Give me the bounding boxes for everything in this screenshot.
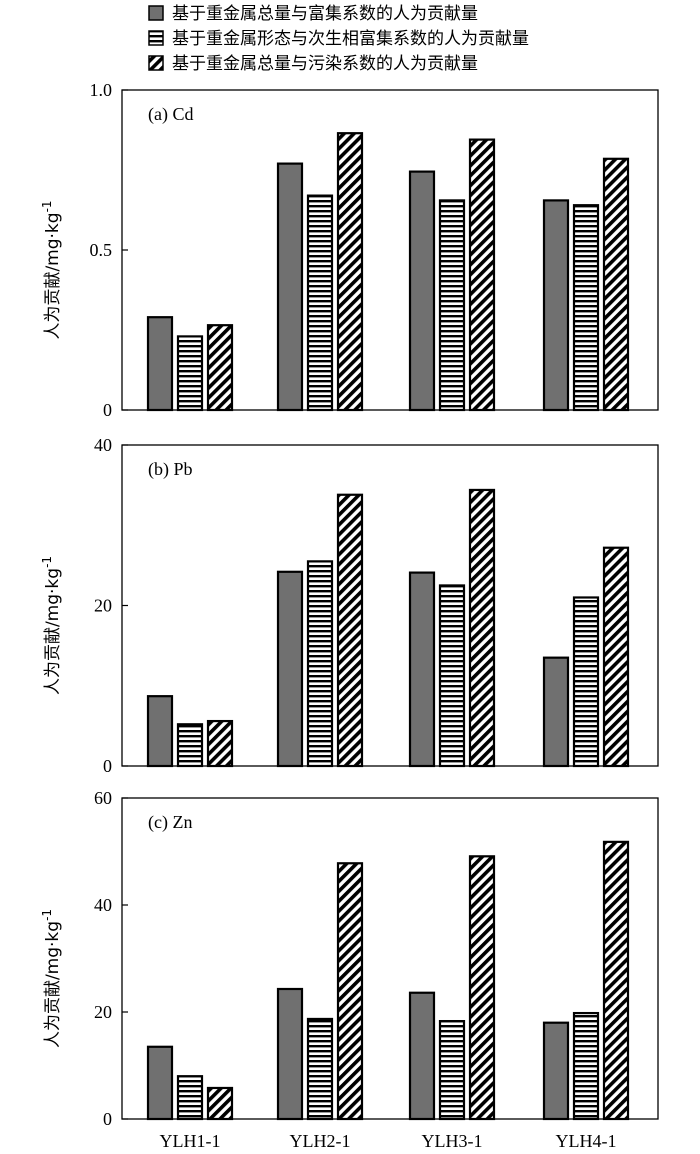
x-axis-labels: YLH1-1 YLH2-1 YLH3-1 YLH4-1 xyxy=(160,1131,617,1151)
bar-YLH3-1-series-1 xyxy=(408,170,436,412)
bar-YLH1-1-series-2 xyxy=(176,335,204,412)
bar-YLH1-1-series-1 xyxy=(146,1045,174,1121)
y-tick-label: 20 xyxy=(94,596,112,616)
x-tick-label-YLH1-1: YLH1-1 xyxy=(160,1131,221,1151)
y-tick-label: 0 xyxy=(103,1109,112,1129)
bar-YLH2-1-series-2 xyxy=(306,194,334,412)
x-tick-label-YLH2-1: YLH2-1 xyxy=(290,1131,351,1151)
bar-YLH4-1-series-1 xyxy=(542,656,570,768)
bar-YLH1-1-series-3 xyxy=(206,324,234,412)
bar-YLH2-1-series-2 xyxy=(306,560,334,768)
bar-YLH3-1-series-2 xyxy=(438,1019,466,1121)
x-tick-label-YLH4-1: YLH4-1 xyxy=(556,1131,617,1151)
y-tick-label: 0 xyxy=(103,400,112,420)
legend-label-1: 基于重金属总量与富集系数的人为贡献量 xyxy=(172,4,478,24)
legend: 基于重金属总量与富集系数的人为贡献量基于重金属形态与次生相富集系数的人为贡献量基… xyxy=(148,4,529,74)
bar-YLH2-1-series-1 xyxy=(276,162,304,412)
bar-YLH4-1-series-1 xyxy=(542,1021,570,1121)
y-axis-label: 人为贡献/mg·kg-1 xyxy=(40,200,63,339)
bar-YLH3-1-series-3 xyxy=(468,488,496,768)
bar-YLH4-1-series-2 xyxy=(572,204,600,412)
legend-swatch-1 xyxy=(148,5,164,21)
legend-swatch-3 xyxy=(148,55,164,71)
bar-YLH2-1-series-3 xyxy=(336,132,364,412)
y-tick-label: 60 xyxy=(94,788,112,808)
bar-YLH4-1-series-2 xyxy=(572,1011,600,1121)
bar-YLH1-1-series-2 xyxy=(176,1075,204,1121)
bar-YLH1-1-series-3 xyxy=(206,719,234,768)
y-tick-label: 40 xyxy=(94,895,112,915)
bar-YLH1-1-series-1 xyxy=(146,316,174,412)
bar-YLH4-1-series-3 xyxy=(602,546,630,768)
bar-YLH3-1-series-1 xyxy=(408,571,436,768)
bar-YLH4-1-series-2 xyxy=(572,596,600,768)
bar-YLH1-1-series-3 xyxy=(206,1086,234,1121)
y-axis-label: 人为贡献/mg·kg-1 xyxy=(40,909,63,1048)
panel-label: (b) Pb xyxy=(148,459,193,480)
y-tick-label: 0 xyxy=(103,756,112,776)
panel-1: 0 0.5 1.0 (a) Cd 人为贡献/mg·kg-1 xyxy=(40,80,659,420)
y-tick-label: 20 xyxy=(94,1002,112,1022)
bar-YLH1-1-series-2 xyxy=(176,723,204,768)
panel-3: 0 20 40 60 (c) Zn 人为贡献/mg·kg-1 xyxy=(40,788,659,1129)
y-tick-label: 0.5 xyxy=(90,240,113,260)
panel-label: (c) Zn xyxy=(148,812,192,833)
panel-label: (a) Cd xyxy=(148,104,193,125)
plot-frame xyxy=(121,797,659,1120)
bar-YLH1-1-series-1 xyxy=(146,695,174,768)
legend-label-3: 基于重金属总量与污染系数的人为贡献量 xyxy=(172,54,478,74)
bar-YLH3-1-series-3 xyxy=(468,855,496,1121)
x-tick-label-YLH3-1: YLH3-1 xyxy=(422,1131,483,1151)
legend-swatch-2 xyxy=(148,30,164,46)
bar-YLH4-1-series-1 xyxy=(542,199,570,412)
bar-YLH2-1-series-1 xyxy=(276,570,304,768)
bar-YLH3-1-series-2 xyxy=(438,199,466,412)
y-tick-label: 1.0 xyxy=(90,80,113,100)
legend-label-2: 基于重金属形态与次生相富集系数的人为贡献量 xyxy=(172,29,529,49)
y-axis-label: 人为贡献/mg·kg-1 xyxy=(40,556,63,695)
y-tick-label: 40 xyxy=(94,435,112,455)
bar-YLH3-1-series-3 xyxy=(468,138,496,412)
bar-YLH2-1-series-3 xyxy=(336,862,364,1121)
bar-YLH3-1-series-1 xyxy=(408,991,436,1121)
bar-YLH4-1-series-3 xyxy=(602,840,630,1121)
bar-YLH2-1-series-1 xyxy=(276,987,304,1121)
bar-YLH2-1-series-2 xyxy=(306,1017,334,1121)
bar-YLH2-1-series-3 xyxy=(336,493,364,768)
panel-2: 0 20 40 (b) Pb 人为贡献/mg·kg-1 xyxy=(40,435,659,776)
bar-YLH3-1-series-2 xyxy=(438,584,466,768)
bar-YLH4-1-series-3 xyxy=(602,157,630,412)
